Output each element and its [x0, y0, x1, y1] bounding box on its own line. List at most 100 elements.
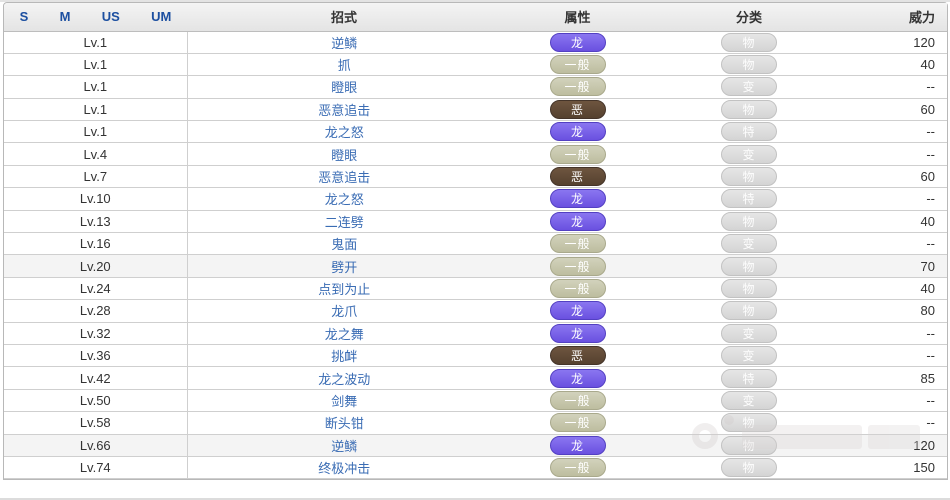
- move-cell: 逆鳞: [187, 31, 501, 54]
- level-cell: Lv.74: [4, 456, 188, 480]
- move-link[interactable]: 剑舞: [331, 393, 358, 409]
- category-cell: 物: [654, 53, 844, 77]
- type-cell: 龙: [501, 31, 654, 54]
- type-badge: 恶: [549, 99, 606, 119]
- type-badge: 龙: [549, 211, 606, 231]
- type-badge: 一般: [549, 458, 606, 478]
- power-cell: 120: [844, 31, 947, 54]
- table-row: Lv.20 劈开 一般 物 70: [4, 254, 947, 278]
- version-tab-s[interactable]: S: [19, 9, 29, 25]
- power-cell: --: [844, 232, 947, 256]
- move-cell: 逆鳞: [187, 434, 501, 457]
- move-link[interactable]: 点到为止: [318, 281, 371, 297]
- category-cell: 特: [654, 366, 844, 390]
- power-cell: 60: [844, 165, 947, 189]
- type-cell: 一般: [501, 254, 654, 278]
- move-link[interactable]: 挑衅: [331, 349, 358, 365]
- move-link[interactable]: 龙之波动: [318, 371, 371, 387]
- move-link[interactable]: 劈开: [331, 259, 358, 275]
- version-tab-um[interactable]: UM: [151, 9, 172, 25]
- table-row: Lv.74 终极冲击 一般 物 150: [4, 456, 947, 480]
- move-link[interactable]: 鬼面: [331, 237, 358, 253]
- category-badge: 物: [721, 99, 777, 119]
- move-cell: 劈开: [187, 254, 501, 278]
- move-link[interactable]: 逆鳞: [331, 438, 358, 454]
- category-badge: 变: [721, 234, 777, 254]
- move-link[interactable]: 抓: [337, 58, 351, 74]
- category-cell: 物: [654, 411, 844, 435]
- level-cell: Lv.7: [4, 165, 188, 189]
- header-category: 分类: [654, 3, 844, 32]
- header-versions: S M US UM: [4, 3, 187, 32]
- move-link[interactable]: 恶意追击: [318, 102, 371, 118]
- level-cell: Lv.66: [4, 434, 188, 457]
- move-cell: 剑舞: [187, 389, 501, 413]
- category-badge: 物: [721, 435, 777, 455]
- table-row: Lv.42 龙之波动 龙 特 85: [4, 366, 947, 390]
- version-tab-us[interactable]: US: [101, 9, 120, 25]
- category-cell: 物: [654, 254, 844, 278]
- move-link[interactable]: 瞪眼: [331, 147, 358, 163]
- type-cell: 一般: [501, 53, 654, 77]
- move-cell: 终极冲击: [187, 456, 501, 480]
- type-cell: 龙: [501, 434, 654, 457]
- power-cell: --: [844, 389, 947, 413]
- category-badge: 物: [721, 256, 777, 276]
- type-badge: 一般: [549, 390, 606, 410]
- power-cell: 150: [844, 456, 947, 480]
- level-cell: Lv.24: [4, 277, 188, 301]
- level-cell: Lv.1: [4, 75, 188, 99]
- power-cell: --: [844, 187, 947, 211]
- move-link[interactable]: 终极冲击: [318, 461, 371, 477]
- category-badge: 变: [721, 77, 777, 97]
- category-badge: 物: [721, 278, 777, 298]
- move-link[interactable]: 二连劈: [324, 214, 364, 230]
- category-badge: 物: [721, 211, 777, 231]
- type-cell: 一般: [501, 277, 654, 301]
- move-link[interactable]: 断头钳: [324, 416, 364, 432]
- type-cell: 一般: [501, 389, 654, 413]
- type-cell: 一般: [501, 232, 654, 256]
- category-cell: 变: [654, 75, 844, 99]
- version-tab-m[interactable]: M: [59, 9, 71, 25]
- category-cell: 物: [654, 98, 844, 122]
- level-cell: Lv.1: [4, 53, 188, 77]
- level-cell: Lv.10: [4, 187, 188, 211]
- power-cell: --: [844, 142, 947, 166]
- category-cell: 物: [654, 165, 844, 189]
- move-link[interactable]: 恶意追击: [318, 170, 371, 186]
- type-cell: 恶: [501, 344, 654, 368]
- table-row: Lv.28 龙爪 龙 物 80: [4, 299, 947, 323]
- move-link[interactable]: 龙之怒: [324, 125, 364, 141]
- table-row: Lv.66 逆鳞 龙 物 120: [4, 434, 947, 457]
- table-row: Lv.1 抓 一般 物 40: [4, 53, 947, 77]
- type-cell: 龙: [501, 366, 654, 390]
- move-link[interactable]: 龙之舞: [324, 326, 364, 342]
- level-cell: Lv.28: [4, 299, 188, 323]
- header-type: 属性: [501, 3, 654, 32]
- move-table: S M US UM 招式 属性 分类 威力 Lv.1 逆鳞 龙 物 12: [4, 3, 947, 480]
- move-link[interactable]: 逆鳞: [331, 35, 358, 51]
- type-badge: 一般: [549, 77, 606, 97]
- power-cell: 40: [844, 277, 947, 301]
- table-row: Lv.36 挑衅 恶 变 --: [4, 344, 947, 368]
- move-table-frame: S M US UM 招式 属性 分类 威力 Lv.1 逆鳞 龙 物 12: [3, 2, 948, 481]
- type-badge: 一般: [549, 144, 606, 164]
- type-badge: 龙: [549, 189, 606, 209]
- move-link[interactable]: 龙爪: [331, 304, 358, 320]
- table-row: Lv.32 龙之舞 龙 变 --: [4, 322, 947, 345]
- level-cell: Lv.16: [4, 232, 188, 256]
- move-cell: 断头钳: [187, 411, 501, 435]
- category-badge: 物: [721, 413, 777, 433]
- category-badge: 特: [721, 368, 777, 388]
- type-badge: 一般: [549, 234, 606, 254]
- type-badge: 一般: [549, 413, 606, 433]
- move-link[interactable]: 龙之怒: [324, 192, 364, 208]
- table-row: Lv.16 鬼面 一般 变 --: [4, 232, 947, 256]
- move-link[interactable]: 瞪眼: [331, 80, 358, 96]
- level-cell: Lv.42: [4, 366, 188, 390]
- type-cell: 恶: [501, 98, 654, 122]
- move-cell: 瞪眼: [187, 142, 501, 166]
- category-cell: 物: [654, 299, 844, 323]
- level-cell: Lv.20: [4, 254, 188, 278]
